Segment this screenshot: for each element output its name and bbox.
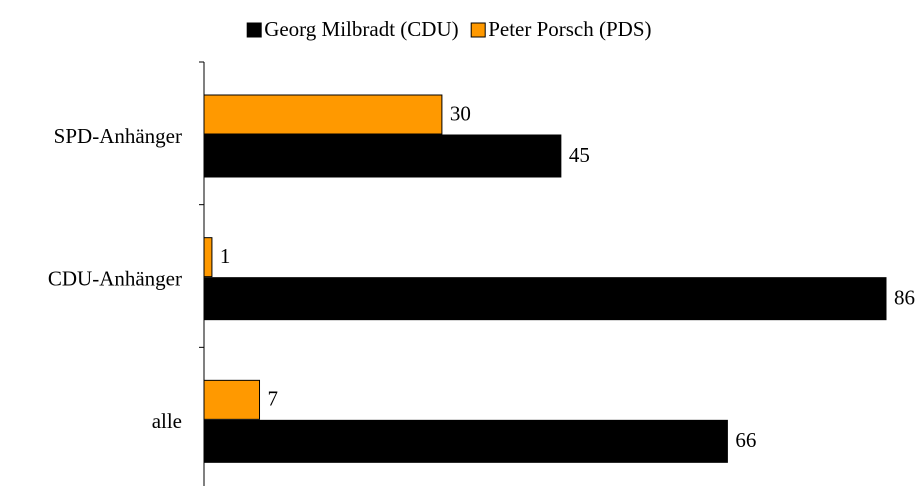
y-tick-label: CDU-Anhänger <box>48 266 182 290</box>
bar <box>203 237 213 278</box>
bar <box>203 134 562 178</box>
data-label: 30 <box>450 101 471 125</box>
legend-label: Peter Porsch (PDS) <box>488 17 651 41</box>
bar <box>203 419 728 463</box>
data-label: 7 <box>268 387 279 411</box>
bar <box>203 379 261 420</box>
legend-swatch <box>470 22 486 38</box>
bar <box>203 277 887 321</box>
bar <box>203 94 443 135</box>
y-tick-label: SPD-Anhänger <box>54 124 182 148</box>
data-label: 66 <box>735 428 756 452</box>
legend-label: Georg Milbradt (CDU) <box>264 17 458 41</box>
legend-swatch <box>246 22 262 38</box>
data-label: 86 <box>894 285 915 309</box>
data-label: 45 <box>569 143 590 167</box>
data-label: 1 <box>220 244 231 268</box>
y-tick-label: alle <box>152 409 182 433</box>
